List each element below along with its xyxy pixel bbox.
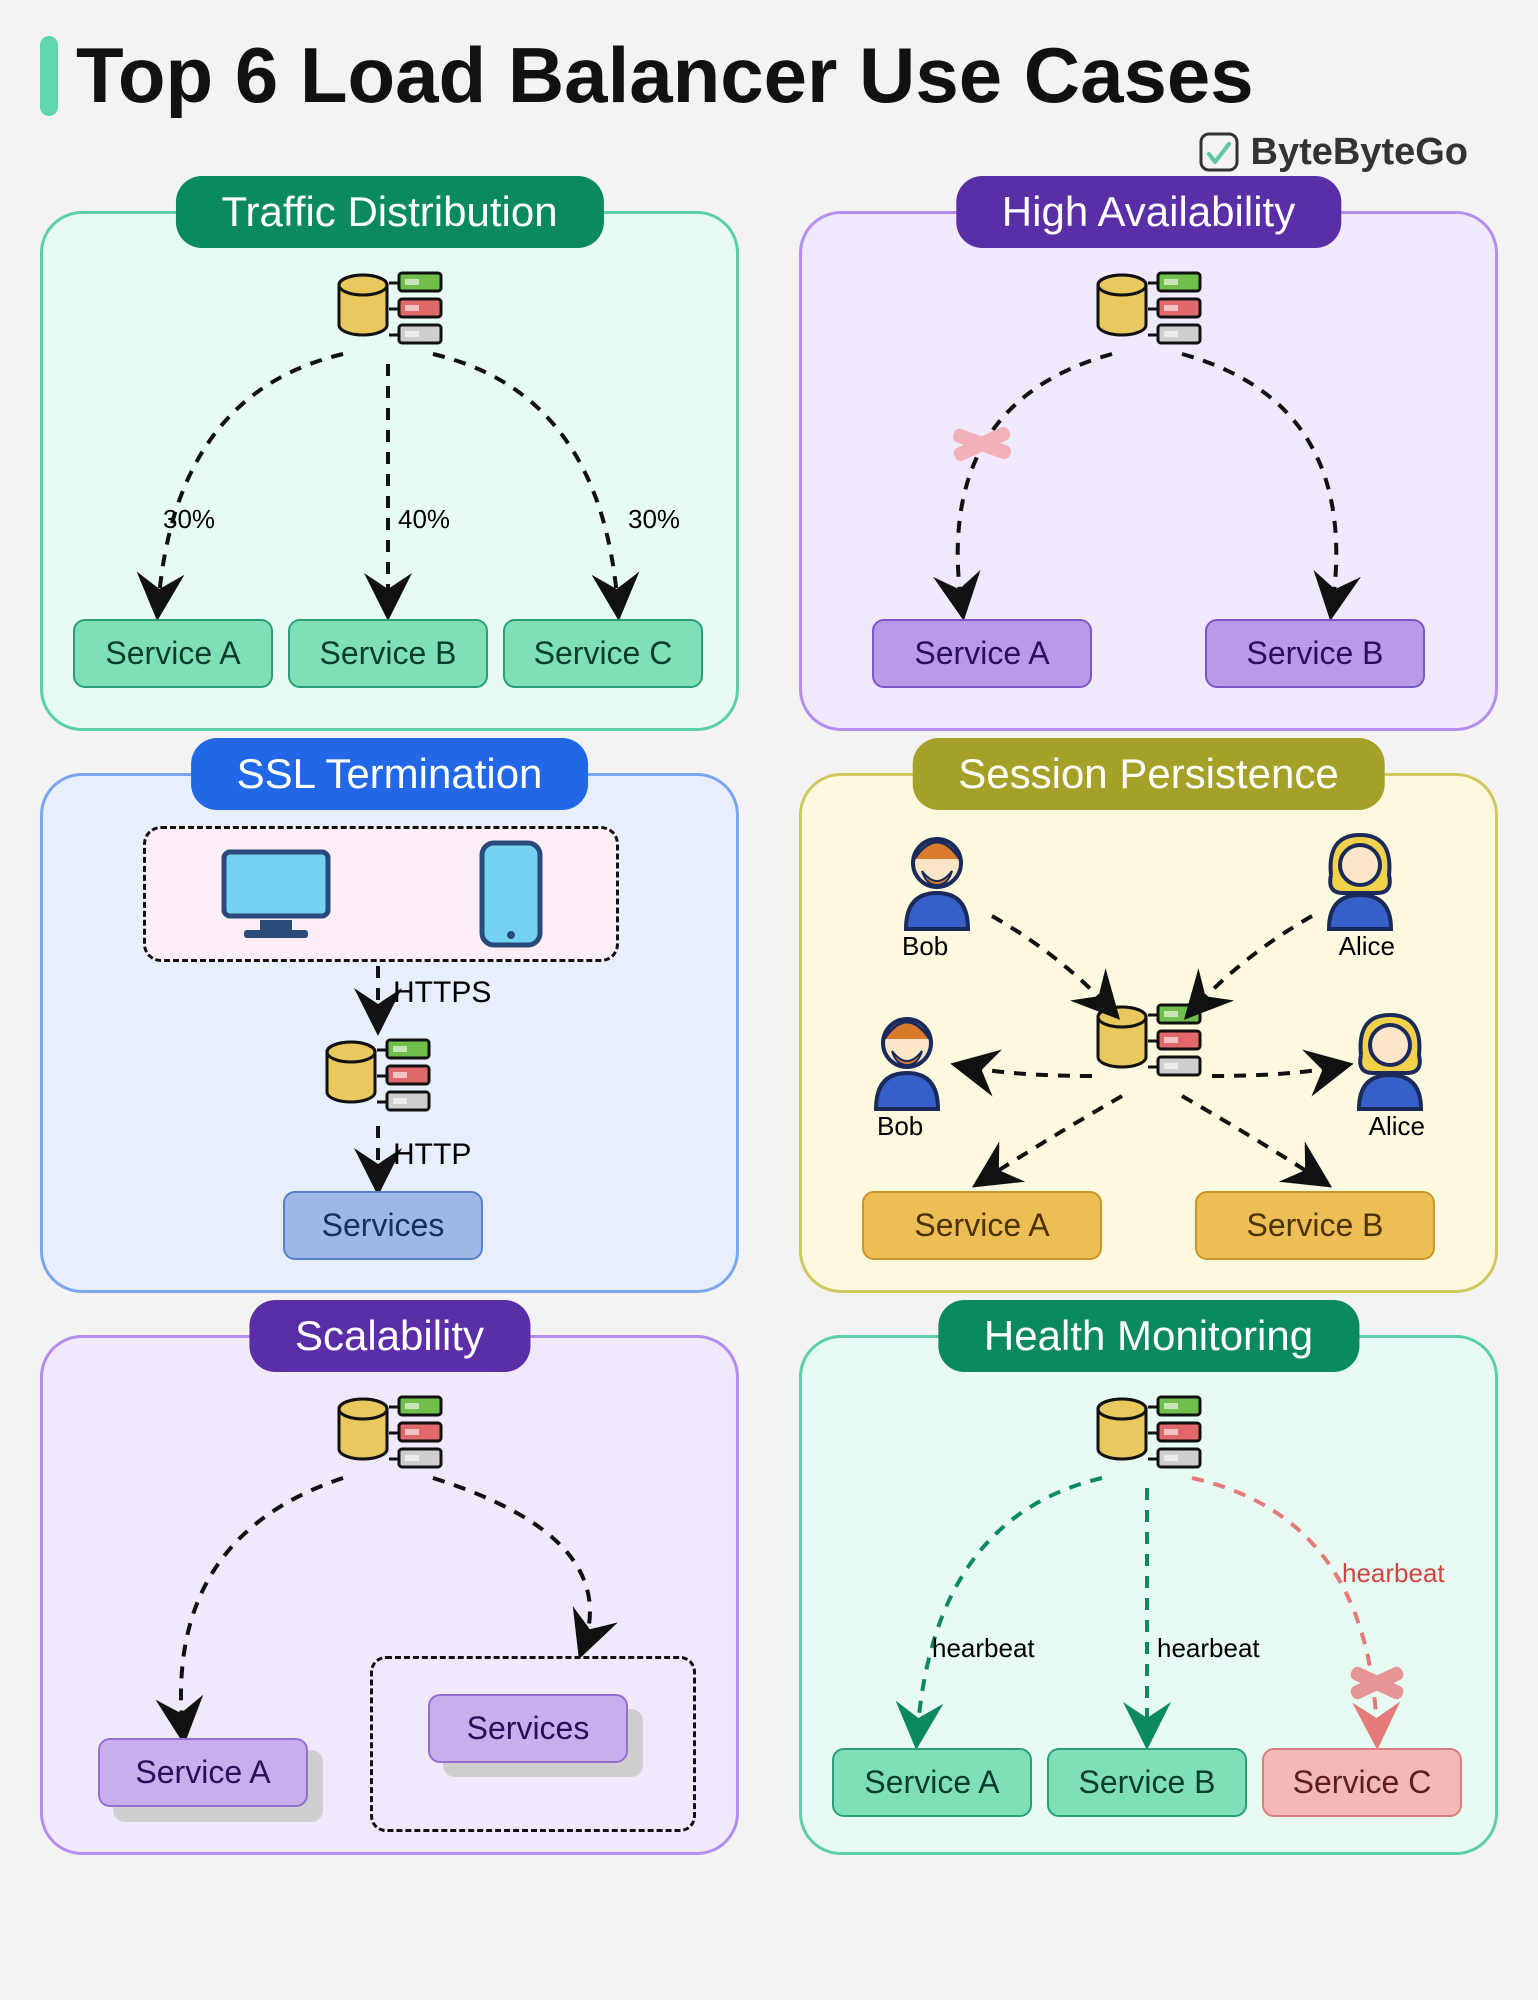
card-body: hearbeat hearbeat hearbeat Service A Ser…	[802, 1338, 1495, 1852]
percent-label: 30%	[628, 504, 680, 535]
card-traffic-distribution: Traffic Distribution 30% 40% 30%	[40, 211, 739, 731]
https-label: HTTPS	[393, 976, 491, 1010]
page-title: Top 6 Load Balancer Use Cases	[76, 30, 1254, 121]
title-row: Top 6 Load Balancer Use Cases	[40, 30, 1498, 121]
heartbeat-label-failed: hearbeat	[1342, 1558, 1445, 1589]
heartbeat-label: hearbeat	[932, 1633, 1035, 1664]
service-box: Service A	[872, 619, 1092, 688]
heartbeat-label: hearbeat	[1157, 1633, 1260, 1664]
card-body: Service A Services	[43, 1338, 736, 1852]
card-ssl-termination: SSL Termination HT	[40, 773, 739, 1293]
title-accent-bar	[40, 36, 58, 116]
service-box: Service A	[73, 619, 273, 688]
card-body: Bob Alice Bob Alice	[802, 776, 1495, 1290]
card-scalability: Scalability Service A Services	[40, 1335, 739, 1855]
brand-icon	[1197, 130, 1241, 174]
cards-grid: Traffic Distribution 30% 40% 30%	[40, 211, 1498, 1855]
service-box: Service A	[98, 1738, 308, 1807]
service-box: Services	[428, 1694, 628, 1763]
percent-label: 30%	[163, 504, 215, 535]
card-health-monitoring: Health Monitoring	[799, 1335, 1498, 1855]
card-session-persistence: Session Persistence Bob Alice Bob Alice	[799, 773, 1498, 1293]
percent-label: 40%	[398, 504, 450, 535]
service-box: Service B	[1195, 1191, 1435, 1260]
page: Top 6 Load Balancer Use Cases ByteByteGo…	[0, 0, 1538, 2000]
service-box: Service C	[1262, 1748, 1462, 1817]
service-box: Service A	[862, 1191, 1102, 1260]
service-box: Service B	[1047, 1748, 1247, 1817]
card-body: 30% 40% 30% Service A Service B Service …	[43, 214, 736, 728]
card-body: Service A Service B	[802, 214, 1495, 728]
service-box: Service B	[1205, 619, 1425, 688]
http-label: HTTP	[393, 1138, 471, 1172]
service-box: Service A	[832, 1748, 1032, 1817]
service-box: Services	[283, 1191, 483, 1260]
service-box: Service B	[288, 619, 488, 688]
load-balancer-icon	[323, 1036, 433, 1116]
card-body: HTTPS HTTP Services	[43, 776, 736, 1290]
brand: ByteByteGo	[1197, 130, 1469, 174]
service-box: Service C	[503, 619, 703, 688]
scaling-group-box: Services	[370, 1656, 696, 1832]
card-high-availability: High Availability	[799, 211, 1498, 731]
brand-label: ByteByteGo	[1251, 131, 1469, 174]
